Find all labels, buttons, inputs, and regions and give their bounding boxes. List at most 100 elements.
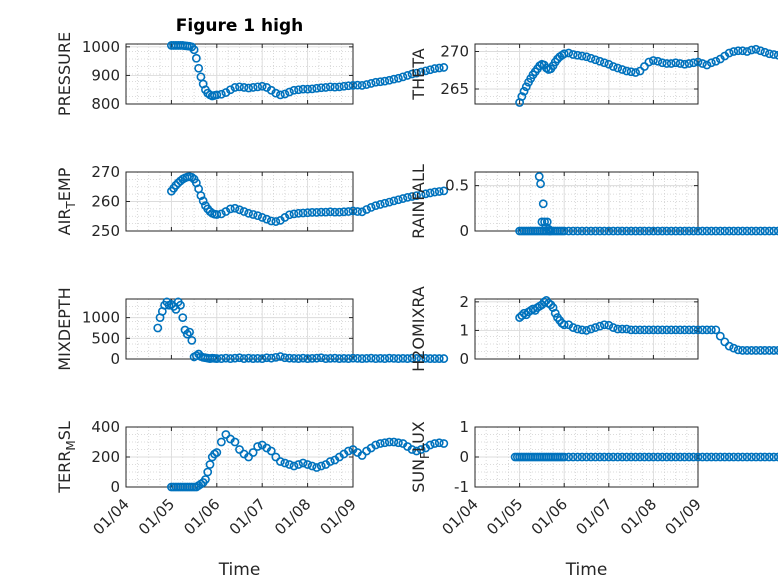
data-point — [538, 199, 548, 209]
data-point — [303, 460, 312, 469]
data-point — [389, 437, 399, 447]
data-point — [550, 308, 560, 318]
data-point — [266, 216, 276, 226]
data-point — [289, 353, 299, 363]
data-point — [398, 194, 408, 203]
data-point — [348, 206, 358, 216]
data-point — [371, 354, 381, 363]
data-point — [298, 458, 308, 468]
data-point — [330, 82, 340, 92]
data-point — [430, 187, 440, 197]
data-point — [595, 321, 605, 331]
data-point — [622, 452, 632, 462]
data-point — [275, 457, 285, 466]
data-point — [711, 452, 721, 462]
data-point — [573, 324, 582, 334]
series-h2omixra — [515, 296, 778, 355]
data-point — [644, 57, 654, 67]
panel-mixdepth: 0 500 1000 MIXDEPTH — [55, 287, 449, 371]
grid-terrain-msl — [126, 426, 353, 488]
data-point — [187, 335, 197, 345]
data-point — [724, 452, 734, 462]
data-point — [412, 446, 421, 456]
x-tick-label: 01/05 — [483, 495, 526, 538]
data-point — [521, 82, 531, 92]
series-pressure — [166, 41, 449, 101]
data-point — [631, 452, 640, 462]
data-point — [519, 86, 529, 96]
data-point — [626, 452, 636, 462]
y-axis-label-main: AIR — [55, 209, 74, 236]
data-point — [684, 452, 694, 462]
data-point — [357, 81, 367, 90]
x-tick-label: 01/08 — [617, 495, 660, 538]
panel-terrain-msl: 0 200 400 01/04 01/05 01/06 01/07 01/08 01/09 Tim… — [55, 418, 449, 580]
data-point — [662, 59, 672, 68]
data-point — [773, 346, 778, 355]
y-tick-label: 0 — [110, 478, 120, 496]
data-point — [321, 354, 331, 363]
x-tick-label: 01/08 — [271, 495, 314, 538]
data-point — [271, 217, 281, 226]
data-point — [362, 205, 372, 214]
data-point — [380, 198, 390, 208]
data-point — [582, 452, 591, 462]
data-point — [303, 354, 312, 363]
data-point — [617, 65, 627, 74]
data-point — [182, 329, 192, 339]
data-point — [733, 226, 743, 236]
data-point — [604, 226, 614, 236]
data-point — [764, 49, 774, 59]
data-point — [613, 226, 623, 236]
data-point — [599, 58, 609, 68]
data-point — [289, 461, 299, 471]
data-point — [153, 323, 163, 333]
data-point — [389, 74, 399, 84]
data-point — [635, 452, 645, 462]
data-point — [248, 83, 258, 92]
data-point — [330, 353, 340, 363]
data-point — [203, 467, 213, 477]
data-point — [577, 452, 587, 462]
data-point — [403, 354, 412, 363]
data-point — [398, 353, 408, 363]
data-point — [706, 58, 716, 68]
data-point — [702, 226, 712, 236]
data-point — [693, 57, 703, 67]
data-point — [384, 197, 394, 207]
data-point — [675, 325, 685, 335]
data-point — [653, 452, 663, 462]
data-point — [303, 208, 312, 218]
data-point — [586, 324, 596, 334]
data-point — [439, 186, 449, 196]
data-point — [657, 226, 667, 236]
y-axis-label: RAINFALL — [409, 164, 428, 239]
data-point — [599, 320, 609, 330]
data-point — [711, 226, 721, 236]
data-point — [626, 226, 636, 236]
data-point — [689, 452, 698, 462]
data-point — [294, 354, 303, 363]
data-point — [657, 452, 667, 462]
data-point — [693, 325, 703, 335]
data-point — [239, 207, 249, 216]
data-point — [212, 90, 222, 100]
y-axis-label: THETA — [409, 48, 428, 100]
panel-h2omixra: 0 1 2 H2OMIXRA — [409, 286, 778, 372]
data-point — [307, 208, 317, 217]
data-point — [366, 353, 376, 363]
data-point — [604, 452, 614, 462]
data-point — [738, 46, 747, 56]
data-point — [617, 324, 627, 334]
data-point — [230, 203, 240, 213]
data-point — [375, 77, 385, 87]
y-tick-label: -1 — [454, 478, 469, 496]
data-point — [544, 224, 553, 234]
grid-sun-flux — [475, 426, 698, 488]
data-point — [194, 63, 204, 73]
data-point — [720, 226, 730, 236]
series-air-temp — [166, 172, 449, 226]
y-tick-label: 1 — [459, 418, 469, 436]
data-point — [421, 66, 431, 76]
data-point — [733, 345, 743, 355]
